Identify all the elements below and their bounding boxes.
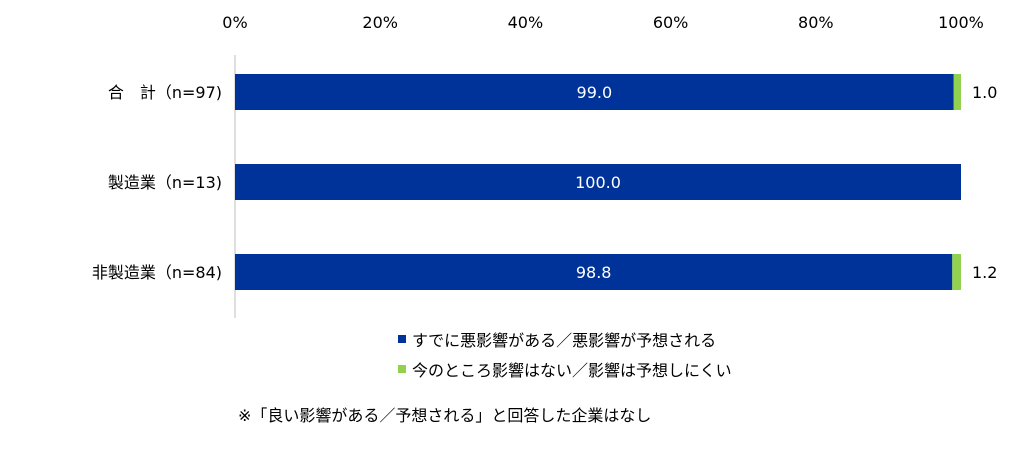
category-label: 非製造業（n=84) bbox=[92, 263, 222, 282]
x-tick-label: 80% bbox=[798, 13, 834, 32]
x-tick-label: 60% bbox=[653, 13, 689, 32]
x-tick-label: 100% bbox=[938, 13, 984, 32]
legend-label-no-impact: 今のところ影響はない／影響は予想しにくい bbox=[412, 361, 732, 380]
data-label-no-impact: 1.2 bbox=[972, 263, 997, 282]
bar-negative-impact bbox=[235, 254, 953, 290]
x-tick-label: 20% bbox=[362, 13, 398, 32]
data-label-negative: 100.0 bbox=[575, 173, 621, 192]
category-label: 製造業（n=13) bbox=[108, 173, 222, 192]
data-label-negative: 98.8 bbox=[576, 263, 612, 282]
legend-item-no-impact: 今のところ影響はない／影響は予想しにくい bbox=[398, 357, 732, 381]
x-tick-label: 0% bbox=[222, 13, 247, 32]
data-label-negative: 99.0 bbox=[577, 83, 613, 102]
legend-item-negative-impact: すでに悪影響がある／悪影響が予想される bbox=[398, 327, 716, 351]
footnote: ※「良い影響がある／予想される」と回答した企業はなし bbox=[238, 406, 652, 425]
legend-swatch-no-impact bbox=[398, 365, 406, 373]
category-label: 合 計（n=97) bbox=[108, 83, 222, 102]
bar-no-impact bbox=[953, 74, 961, 110]
legend-swatch-negative bbox=[398, 335, 406, 343]
bar-no-impact bbox=[952, 254, 961, 290]
bar-negative-impact bbox=[235, 164, 961, 200]
data-label-no-impact: 1.0 bbox=[972, 83, 997, 102]
legend-label-negative: すでに悪影響がある／悪影響が予想される bbox=[412, 331, 717, 350]
x-tick-label: 40% bbox=[508, 13, 544, 32]
bar-negative-impact bbox=[235, 74, 954, 110]
